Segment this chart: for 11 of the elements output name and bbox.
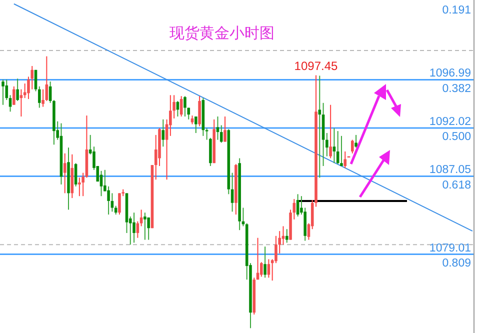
y2-tick-label: 0.809 [442, 257, 471, 270]
annotation: 1097.45 [294, 59, 338, 74]
y2-tick-label: 0.382 [442, 82, 471, 95]
y-tick-label: 1092.02 [429, 116, 471, 128]
text: 现货黄金小时图 [170, 25, 274, 42]
y2-tick-label: 0.618 [442, 179, 471, 192]
y2-tick-label: 0.191 [442, 4, 471, 17]
y-tick-label: 1087.05 [429, 164, 471, 176]
y-tick-label: 1096.99 [429, 68, 471, 80]
y-tick-label: 1079.01 [429, 242, 471, 254]
y2-tick-label: 0.500 [442, 131, 471, 144]
